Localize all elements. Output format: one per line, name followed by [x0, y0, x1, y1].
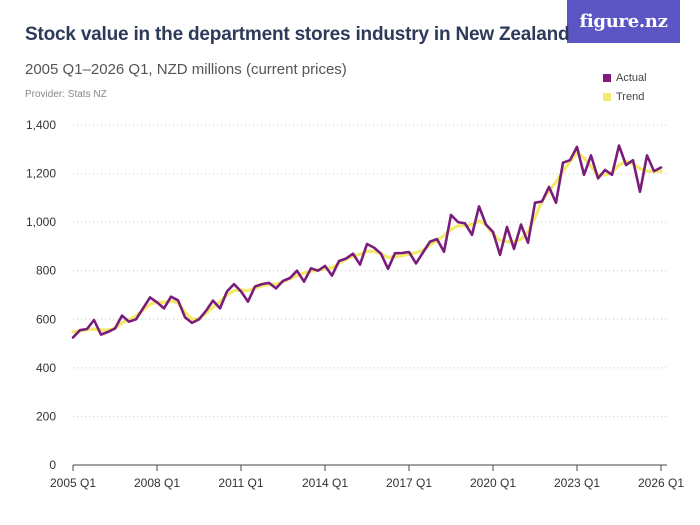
legend-label-trend: Trend: [616, 90, 645, 103]
chart-legend: Actual Trend: [603, 68, 647, 106]
x-tick-label: 2008 Q1: [134, 476, 180, 490]
y-tick-label: 1,200: [26, 167, 56, 181]
y-tick-label: 400: [36, 361, 56, 375]
x-tick-label: 2014 Q1: [302, 476, 348, 490]
y-tick-label: 200: [36, 409, 56, 423]
x-tick-label: 2017 Q1: [386, 476, 432, 490]
series-line-actual: [71, 144, 663, 339]
series-line-trend: [71, 151, 663, 334]
y-tick-label: 0: [49, 458, 56, 472]
legend-item-trend: Trend: [603, 87, 647, 106]
chart-subtitle: 2005 Q1–2026 Q1, NZD millions (current p…: [25, 61, 347, 78]
chart-provider: Provider: Stats NZ: [25, 89, 107, 100]
legend-swatch-actual: [603, 73, 611, 82]
legend-item-actual: Actual: [603, 68, 647, 87]
y-tick-label: 600: [36, 312, 56, 326]
x-tick-label: 2026 Q1: [638, 476, 684, 490]
figure-nz-logo: figure.nz: [567, 0, 680, 43]
legend-swatch-trend: [603, 92, 611, 101]
x-tick-label: 2020 Q1: [470, 476, 516, 490]
y-tick-label: 800: [36, 264, 56, 278]
y-tick-label: 1,000: [26, 215, 56, 229]
legend-label-actual: Actual: [616, 71, 647, 84]
x-tick-label: 2011 Q1: [218, 476, 263, 490]
x-tick-label: 2005 Q1: [50, 476, 96, 490]
x-tick-label: 2023 Q1: [554, 476, 600, 490]
chart-title: Stock value in the department stores ind…: [25, 24, 570, 45]
y-tick-label: 1,400: [26, 118, 56, 132]
